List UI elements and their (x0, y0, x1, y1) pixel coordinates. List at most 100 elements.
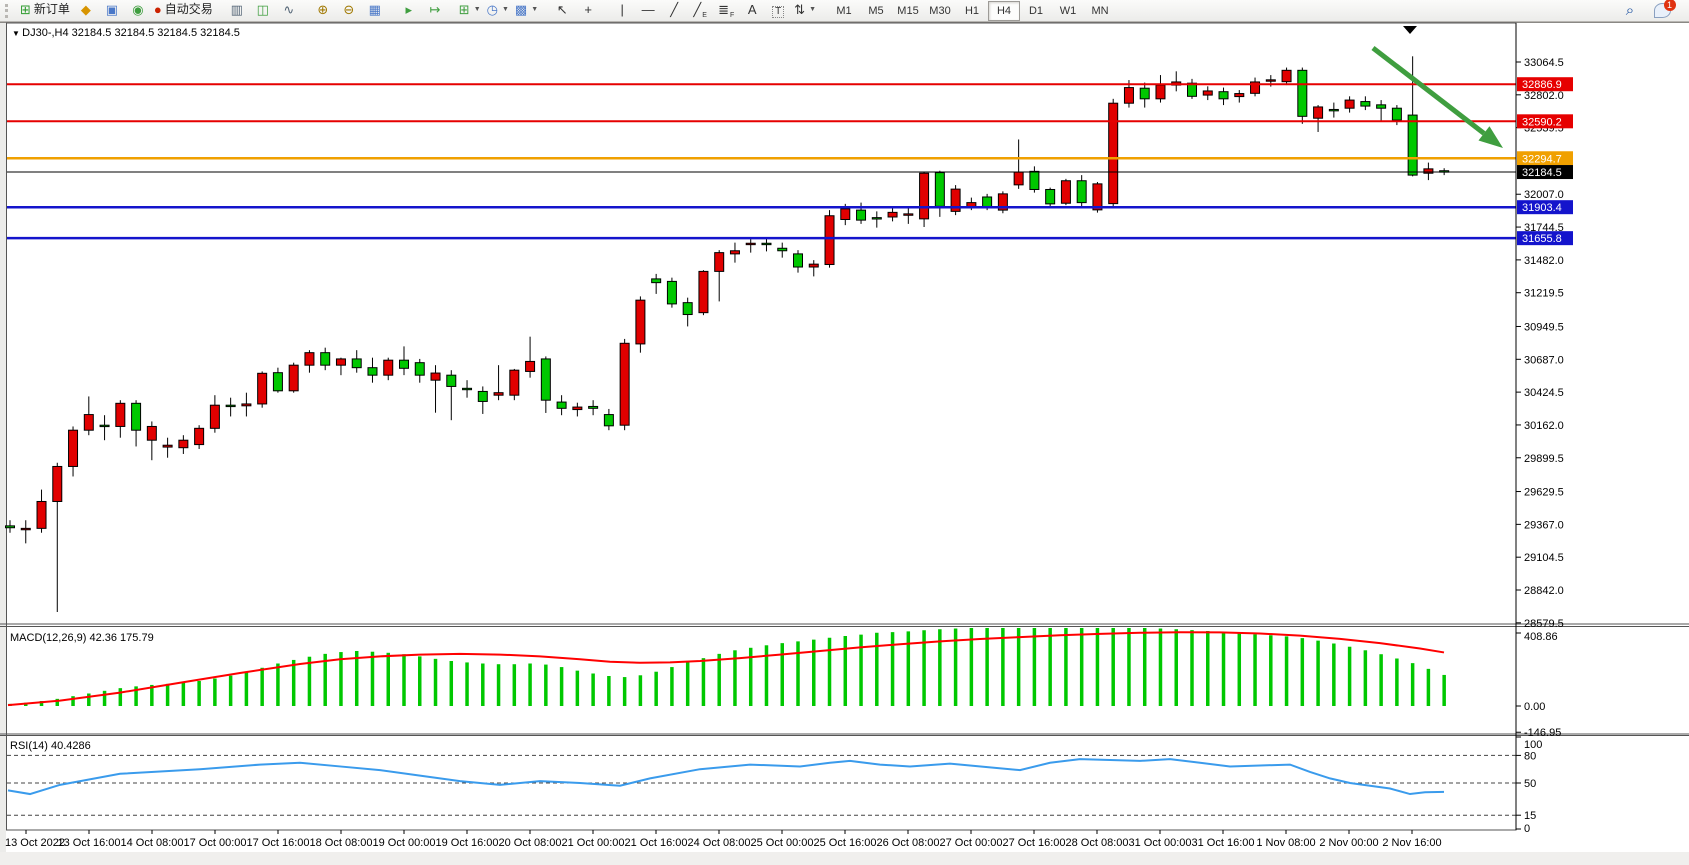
vertical-line-button[interactable]: | (609, 0, 635, 20)
time-label: 20 Oct 08:00 (499, 837, 562, 849)
autotrade-icon: ● (153, 1, 162, 17)
candle-body (1360, 101, 1371, 107)
candle-body (493, 392, 504, 396)
vertical-line-icon: | (620, 1, 624, 17)
zoom-in-button[interactable]: ⊕ (310, 0, 336, 20)
price-tick-label: 28579.5 (1524, 618, 1564, 630)
candle-body (241, 403, 252, 407)
new-order-icon: ⊞ (20, 1, 31, 17)
price-tick-label: 28842.0 (1524, 585, 1564, 597)
icon-subscript: F (729, 12, 735, 20)
candle-body (1234, 93, 1245, 98)
chart-canvas[interactable]: MACD(12,26,9) 42.36 175.79 RSI(14) 40.428… (0, 22, 1689, 860)
timeframe-h4-button[interactable]: H4 (988, 0, 1020, 21)
candle-body (383, 359, 394, 376)
price-tick-label: 30687.0 (1524, 354, 1564, 366)
search-button[interactable]: ⌕ (1617, 0, 1643, 22)
time-label: 18 Oct 08:00 (310, 837, 373, 849)
new-chart-icon: ⊞ (458, 1, 470, 17)
signal-button[interactable]: ◉ (125, 0, 151, 20)
trend-arrow-head[interactable] (1478, 126, 1503, 148)
arrows-button[interactable]: ⇅ ▼ (791, 0, 819, 20)
gold-cube-button[interactable]: ◆ (73, 0, 99, 20)
time-label: 2 Nov 00:00 (1319, 837, 1378, 849)
candle-body (367, 367, 378, 376)
timeframe-d1-button[interactable]: D1 (1028, 4, 1044, 17)
timeframe-w1-button[interactable]: W1 (1059, 4, 1077, 17)
trend-arrow-line[interactable] (1371, 46, 1486, 136)
candle-body (1344, 99, 1355, 109)
candle-body (887, 211, 898, 218)
timeframe-m30-button[interactable]: M30 (929, 4, 951, 17)
candle-body (1391, 107, 1402, 121)
chart-window[interactable]: MACD(12,26,9) 42.36 175.79 RSI(14) 40.428… (0, 22, 1689, 860)
screens-button[interactable]: ▣ (99, 0, 125, 20)
price-tick-label: 31482.0 (1524, 255, 1564, 267)
fibonacci-button[interactable]: ≣ F (713, 0, 739, 20)
macd-axis-label: -146.95 (1524, 727, 1561, 739)
time-label: 19 Oct 00:00 (373, 837, 436, 849)
new-order-button-label: 新订单 (33, 2, 70, 17)
sell-marker-triangle[interactable] (1403, 26, 1417, 34)
new-chart-button[interactable]: ⊞ ▼ (456, 0, 484, 20)
candle-body (99, 424, 110, 428)
candle-body (1328, 108, 1339, 112)
horizontal-line-button[interactable]: — (635, 0, 661, 20)
chart-shift-button[interactable]: ▸ (396, 0, 422, 20)
candle-body (509, 369, 520, 396)
templates-button[interactable]: ▩ ▼ (512, 0, 541, 20)
timeframe-m15-button[interactable]: M15 (897, 4, 919, 17)
price-tick-label: 30162.0 (1524, 420, 1564, 432)
timeframe-m5-button[interactable]: M5 (868, 4, 884, 17)
candle-body (651, 278, 662, 284)
candle-chart-button[interactable]: ◫ (250, 0, 276, 20)
cursor-button[interactable]: ↖ (549, 0, 575, 20)
text-button[interactable]: A (739, 0, 765, 20)
price-tick-label: 32802.0 (1524, 90, 1564, 102)
symbol-label-group[interactable]: ▼ DJ30-,H4 32184.5 32184.5 32184.5 32184… (12, 27, 240, 39)
zoom-out-button[interactable]: ⊖ (336, 0, 362, 20)
auto-scroll-button[interactable]: ↦ (422, 0, 448, 20)
candle-body (5, 525, 15, 529)
candle-body (698, 270, 709, 314)
candle-body (288, 364, 299, 392)
candle-body (351, 358, 362, 369)
candle-body (1123, 87, 1134, 104)
channel-button[interactable]: ╱ E (687, 0, 713, 20)
candle-body (194, 427, 205, 446)
new-order-button[interactable]: ⊞ 新订单 (17, 0, 73, 20)
candle-body (1265, 79, 1276, 82)
candle-body (603, 414, 614, 427)
symbol-label: ▼ DJ30-,H4 32184.5 32184.5 32184.5 32184… (12, 27, 240, 39)
candle-body (1281, 69, 1292, 83)
crosshair-button[interactable]: + (575, 0, 601, 20)
tile-windows-button[interactable]: ▦ (362, 0, 388, 20)
rsi-axis-label: 0 (1524, 823, 1530, 835)
candle-body (36, 500, 47, 529)
candle-body (68, 429, 79, 467)
trendline-button[interactable]: ╱ (661, 0, 687, 20)
line-chart-button[interactable]: ∿ (276, 0, 302, 20)
chart-shift-icon: ▸ (405, 1, 413, 17)
price-axis[interactable]: 33064.532802.032539.532007.031744.531482… (1515, 23, 1573, 835)
timeframe-mn-button[interactable]: MN (1091, 4, 1109, 17)
auto-scroll-icon: ↦ (429, 1, 441, 17)
toolbar-grip[interactable] (5, 3, 13, 18)
time-label: 25 Oct 16:00 (814, 837, 877, 849)
zoom-in-icon: ⊕ (317, 1, 329, 17)
price-badge-label: 32886.9 (1522, 79, 1562, 91)
timeframe-m1-button[interactable]: M1 (836, 4, 852, 17)
timeframe-h1-button[interactable]: H1 (964, 4, 980, 17)
chat-button[interactable]: 1 (1649, 0, 1676, 22)
text-label-button[interactable]: T (765, 1, 791, 23)
dropdown-caret-icon: ▼ (809, 5, 816, 13)
autotrade-button[interactable]: ● 自动交易 (151, 0, 216, 20)
gold-cube-icon: ◆ (80, 1, 91, 17)
bar-chart-button[interactable]: ▥ (224, 0, 250, 20)
periods-button[interactable]: ◷ ▼ (484, 0, 512, 20)
candle-body (919, 172, 930, 220)
price-tick-label: 29367.0 (1524, 519, 1564, 531)
line-chart-icon: ∿ (283, 1, 295, 17)
plot-frame (6, 22, 1517, 831)
